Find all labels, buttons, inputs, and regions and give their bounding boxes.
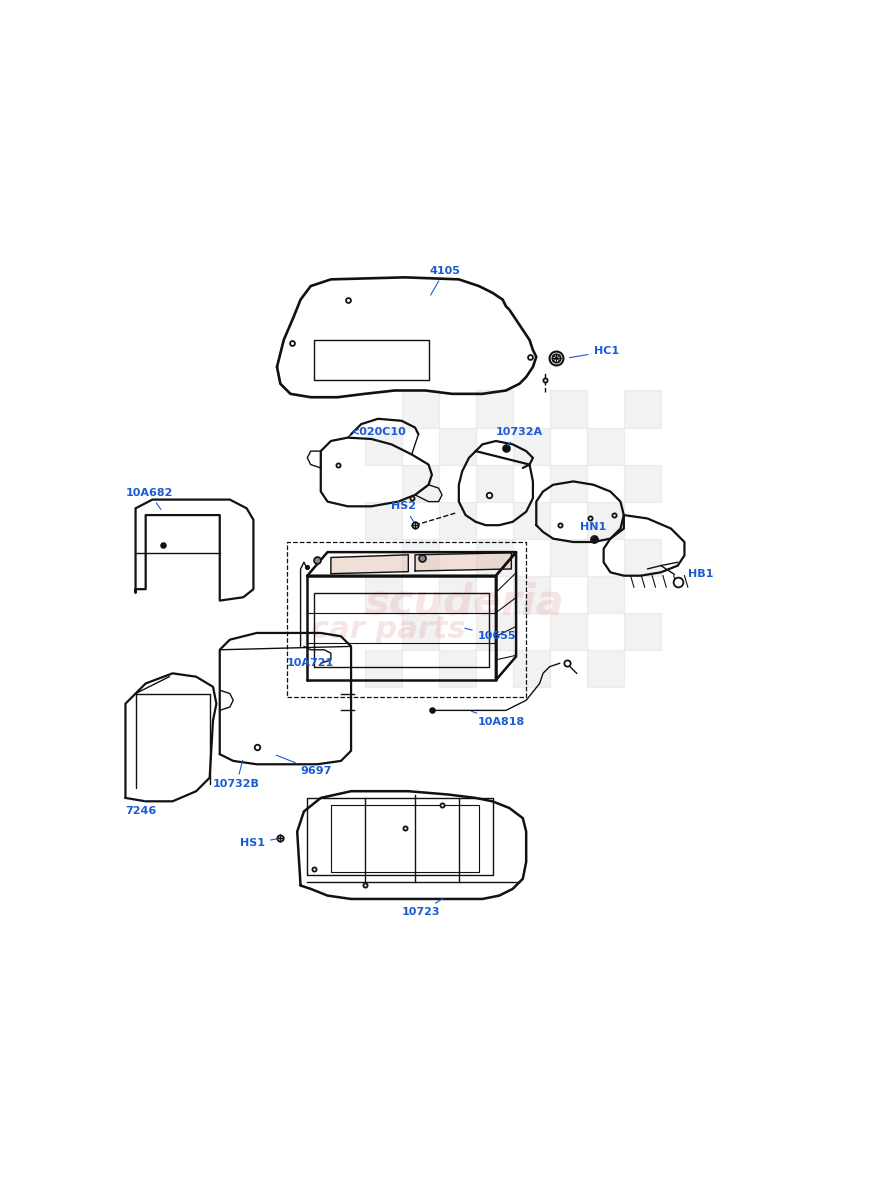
Bar <box>475 613 513 649</box>
Bar <box>475 464 513 502</box>
Bar <box>365 427 401 464</box>
Text: 10723: 10723 <box>401 899 443 918</box>
Bar <box>401 539 439 576</box>
Text: 4105: 4105 <box>429 265 460 295</box>
Bar <box>475 390 513 427</box>
Bar <box>439 649 475 686</box>
Bar <box>624 390 661 427</box>
Bar <box>587 649 624 686</box>
Polygon shape <box>415 553 511 571</box>
Bar <box>587 502 624 539</box>
Text: HB1: HB1 <box>682 569 713 580</box>
Bar <box>550 539 587 576</box>
Bar <box>624 464 661 502</box>
Text: scuderia: scuderia <box>365 582 565 624</box>
Text: HC1: HC1 <box>569 347 619 358</box>
Polygon shape <box>331 554 408 574</box>
Bar <box>439 576 475 613</box>
Text: 10A682: 10A682 <box>125 488 173 510</box>
Text: HS1: HS1 <box>240 838 277 848</box>
Bar <box>401 464 439 502</box>
Bar <box>513 502 550 539</box>
Bar <box>550 390 587 427</box>
Text: HS2: HS2 <box>391 502 416 522</box>
Bar <box>550 464 587 502</box>
Text: 9697: 9697 <box>276 755 332 776</box>
Bar <box>401 613 439 649</box>
Text: HN1: HN1 <box>580 522 607 538</box>
Text: 10732A: 10732A <box>496 427 543 445</box>
Text: 7246: 7246 <box>125 800 156 816</box>
Bar <box>475 539 513 576</box>
Bar <box>401 390 439 427</box>
Bar <box>624 539 661 576</box>
Text: <020C10: <020C10 <box>351 427 407 440</box>
Bar <box>513 427 550 464</box>
Bar <box>513 649 550 686</box>
Bar <box>439 427 475 464</box>
Bar <box>587 427 624 464</box>
Text: 10732B: 10732B <box>213 761 260 790</box>
Bar <box>365 502 401 539</box>
Bar <box>587 576 624 613</box>
Bar <box>365 649 401 686</box>
Text: 10655: 10655 <box>465 629 516 641</box>
Bar <box>513 576 550 613</box>
Text: 10A818: 10A818 <box>472 712 525 727</box>
Bar <box>365 576 401 613</box>
Bar <box>439 502 475 539</box>
Bar <box>550 613 587 649</box>
Text: 10A721: 10A721 <box>287 653 335 668</box>
Bar <box>624 613 661 649</box>
Text: car parts: car parts <box>311 616 465 644</box>
